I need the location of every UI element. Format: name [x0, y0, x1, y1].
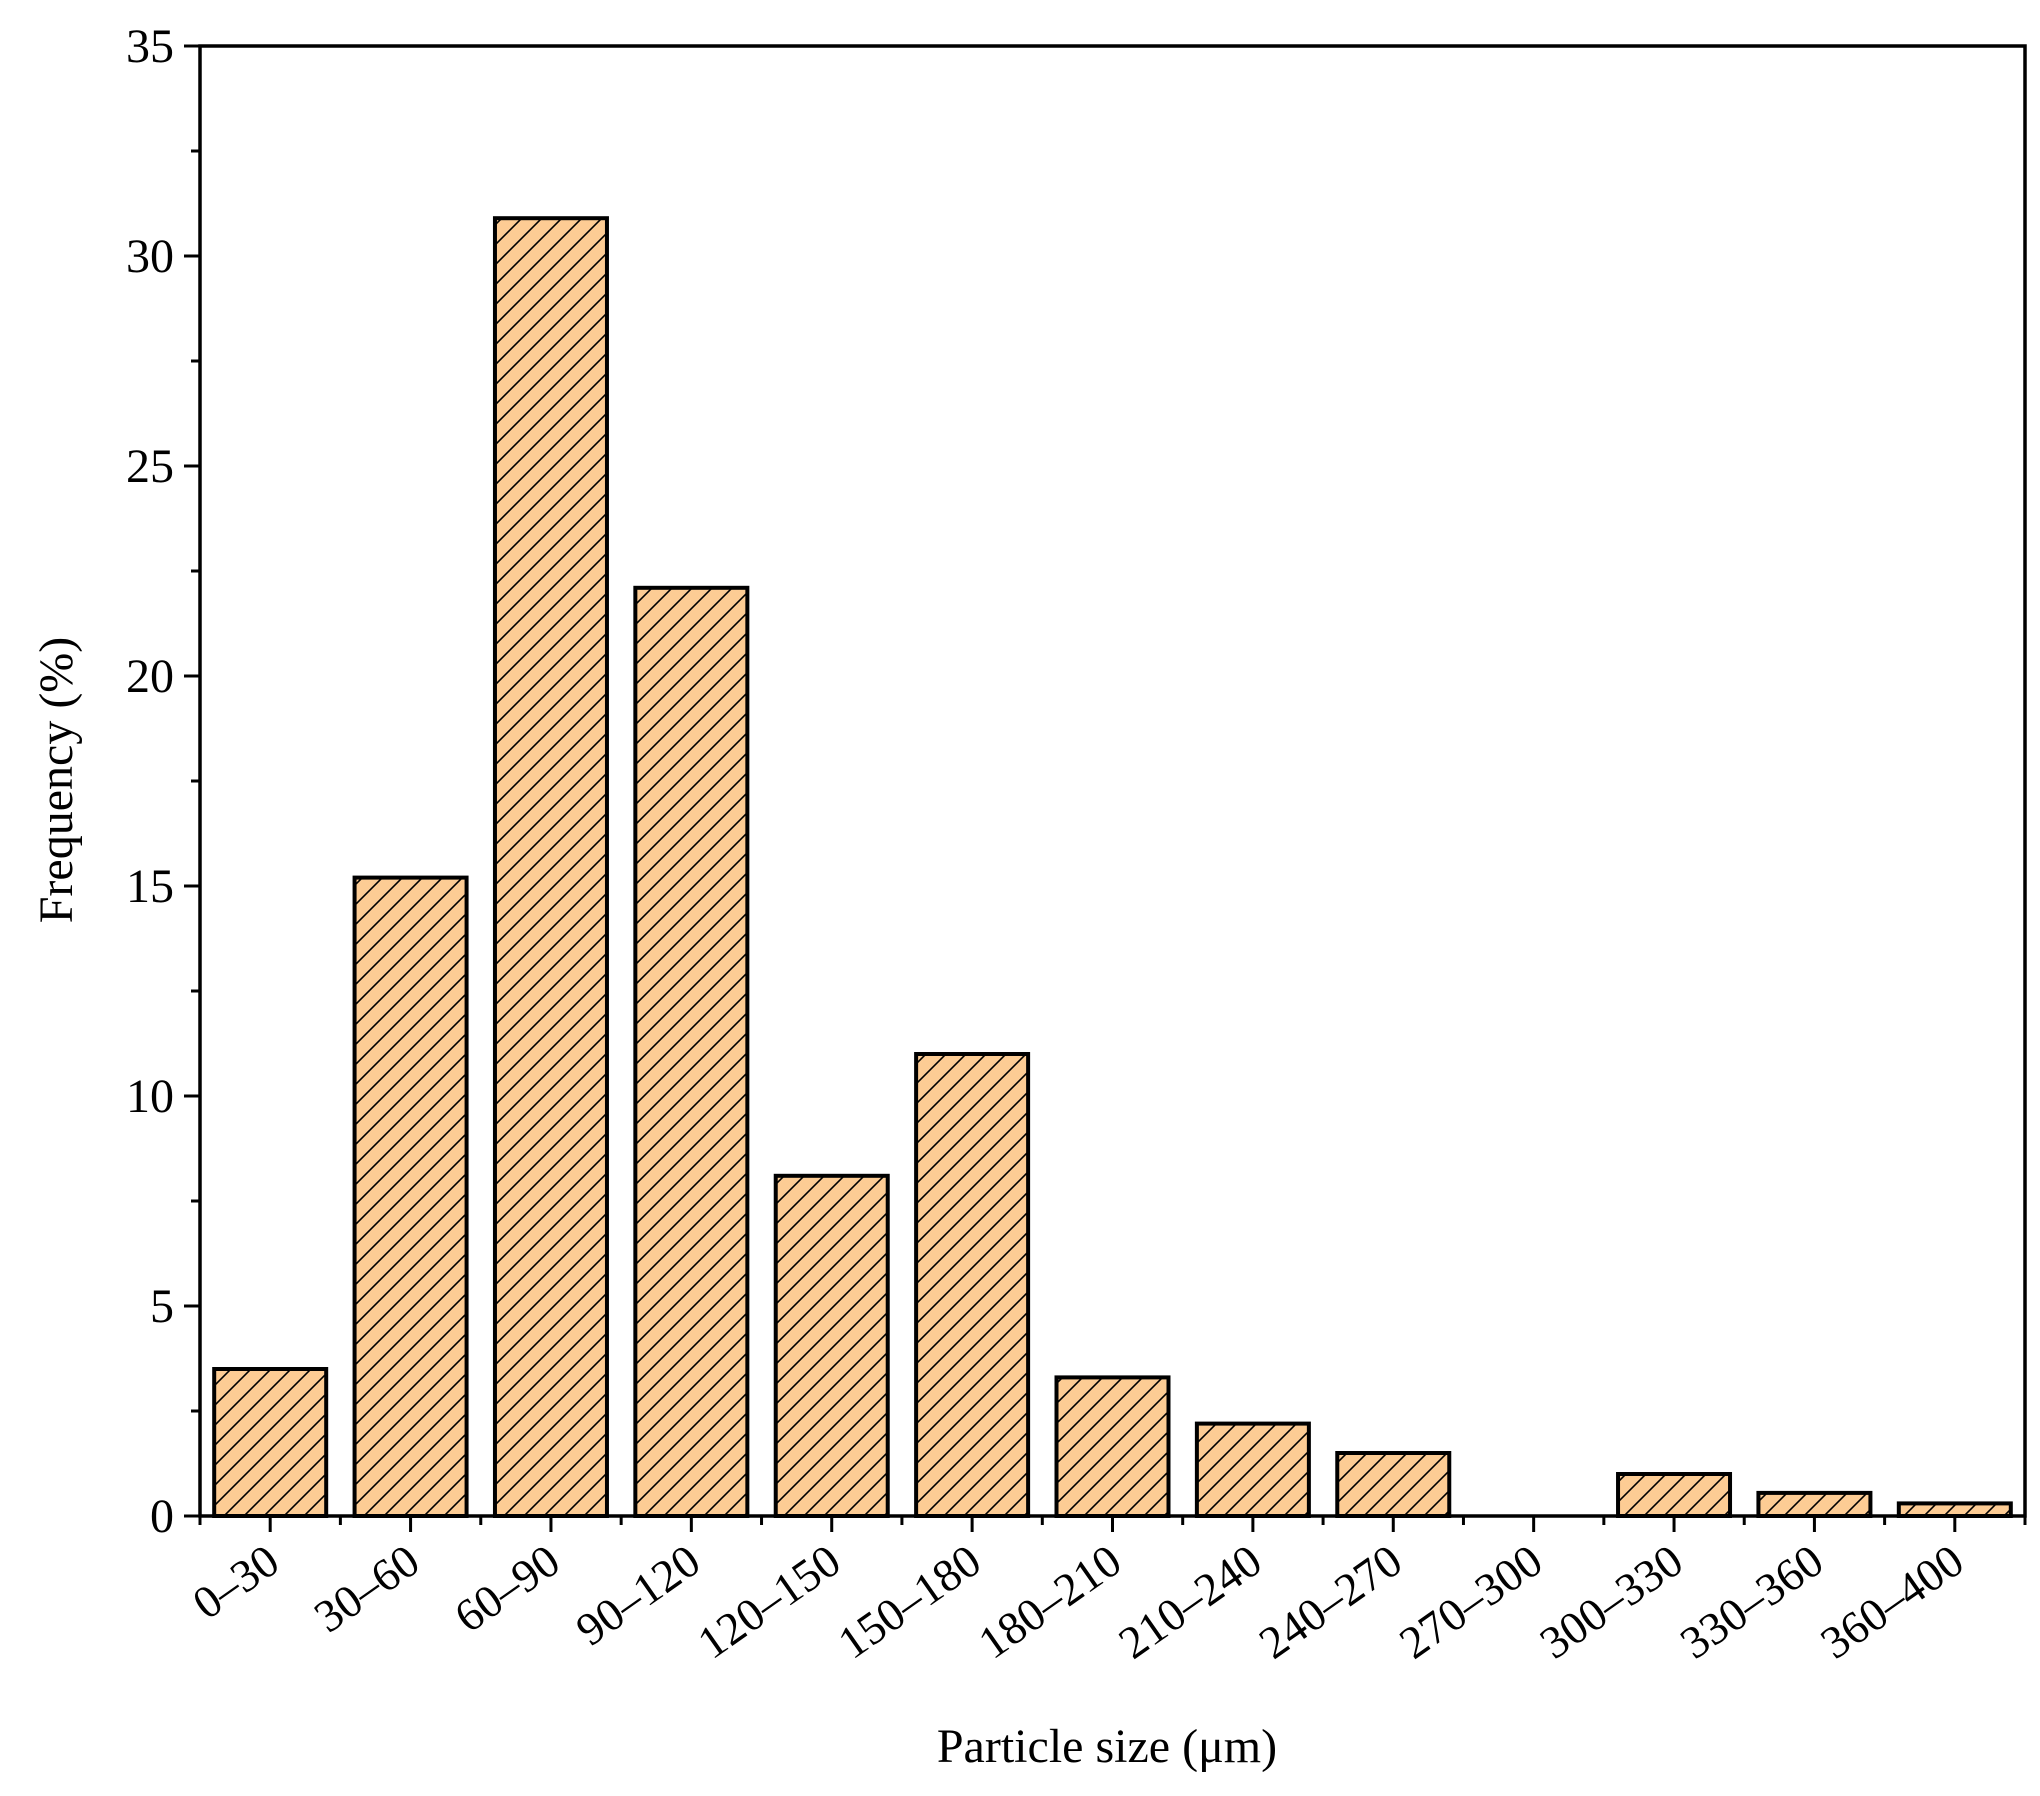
bar-outline: [492, 216, 609, 1519]
y-tick-label: 10: [126, 1070, 174, 1123]
bar-outline: [1335, 1451, 1452, 1518]
bars-layer: [212, 216, 2013, 1519]
x-tick-label: 330–360: [1671, 1534, 1832, 1668]
y-tick-label: 15: [126, 860, 174, 913]
x-tick-label: 60–90: [445, 1534, 568, 1642]
x-axis-title: Particle size (μm): [937, 1720, 1277, 1773]
bar-240–270: [1335, 1451, 1452, 1518]
bar-150–180: [914, 1052, 1031, 1518]
y-tick-label: 30: [126, 230, 174, 283]
bar-360–400: [1896, 1501, 2013, 1519]
y-tick-label: 5: [150, 1280, 174, 1333]
bar-outline: [1756, 1490, 1873, 1519]
bar-outline: [1054, 1375, 1171, 1519]
plot-frame: [198, 44, 2027, 1518]
bar-outline: [1194, 1421, 1311, 1518]
bar-30–60: [352, 875, 469, 1518]
bar-180–210: [1054, 1375, 1171, 1519]
bar-330–360: [1756, 1490, 1873, 1519]
x-tick-label: 90–120: [567, 1534, 709, 1655]
y-tick-label: 25: [126, 440, 174, 493]
bar-outline: [773, 1173, 890, 1519]
bar-outline: [1616, 1472, 1733, 1518]
bar-120–150: [773, 1173, 890, 1519]
bar-outline: [212, 1367, 329, 1518]
bar-90–120: [633, 585, 750, 1518]
x-tick-label: 120–150: [688, 1534, 849, 1668]
bar-300–330: [1616, 1472, 1733, 1518]
x-tick-label: 180–210: [969, 1534, 1130, 1668]
y-tick-label: 35: [126, 20, 174, 73]
bar-outline: [914, 1052, 1031, 1518]
bar-210–240: [1194, 1421, 1311, 1518]
x-tick-label: 210–240: [1109, 1534, 1270, 1668]
bar-outline: [633, 585, 750, 1518]
y-tick-label: 20: [126, 650, 174, 703]
bar-60–90: [492, 216, 609, 1519]
y-axis-title: Frequency (%): [30, 637, 83, 924]
bar-outline: [1896, 1501, 2013, 1519]
x-tick-label: 240–270: [1250, 1534, 1411, 1668]
x-tick-label: 270–300: [1390, 1534, 1551, 1668]
ticks-layer: [184, 44, 2027, 1532]
x-tick-label: 300–330: [1531, 1534, 1692, 1668]
x-tick-label: 30–60: [305, 1534, 428, 1642]
axes-layer: [198, 44, 2027, 1518]
y-tick-label: 0: [150, 1490, 174, 1543]
bar-0–30: [212, 1367, 329, 1518]
x-tick-label: 150–180: [829, 1534, 990, 1668]
x-tick-label: 0–30: [183, 1534, 288, 1629]
bar-outline: [352, 875, 469, 1518]
x-tick-label: 360–400: [1811, 1534, 1972, 1668]
